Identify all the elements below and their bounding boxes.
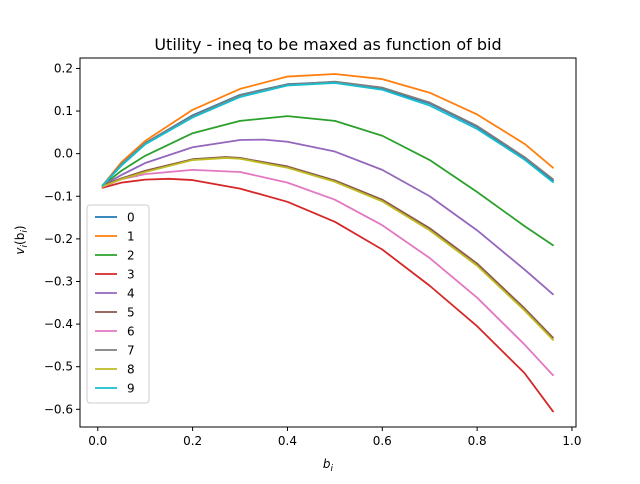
series-line-3 xyxy=(101,177,554,413)
series-layer xyxy=(101,73,554,413)
y-tick-label: 0.0 xyxy=(54,147,73,161)
x-tick-label: 0.6 xyxy=(373,434,392,448)
chart-title: Utility - ineq to be maxed as function o… xyxy=(154,35,501,54)
series-line-6 xyxy=(101,168,554,377)
legend-box xyxy=(86,204,150,404)
y-axis-label: vi(bi) xyxy=(13,225,30,254)
series-line-7 xyxy=(101,80,554,187)
series-line-5 xyxy=(101,156,554,339)
x-tick-label: 0.4 xyxy=(278,434,297,448)
legend-label-3: 3 xyxy=(127,268,135,282)
x-tick-label: 0.8 xyxy=(468,434,487,448)
legend-label-5: 5 xyxy=(127,306,135,320)
x-axis-label-main: b xyxy=(323,457,331,471)
legend-label-4: 4 xyxy=(127,287,135,301)
y-tick-label: −0.3 xyxy=(44,274,73,288)
y-axis-label-sub1: i xyxy=(20,244,30,247)
x-tick-label: 0.0 xyxy=(88,434,107,448)
legend-label-0: 0 xyxy=(127,211,135,225)
legend-label-6: 6 xyxy=(127,325,135,339)
legend-label-1: 1 xyxy=(127,230,135,244)
y-tick-label: 0.2 xyxy=(54,61,73,75)
y-axis-label-main: v xyxy=(13,247,27,255)
y-tick-label: −0.1 xyxy=(44,189,73,203)
y-tick-label: 0.1 xyxy=(54,104,73,118)
x-axis-label-sub: i xyxy=(331,464,334,474)
y-tick-label: −0.5 xyxy=(44,360,73,374)
y-tick-label: −0.4 xyxy=(44,317,73,331)
y-axis-label-sub2: i xyxy=(20,230,30,233)
series-line-4 xyxy=(101,138,554,296)
legend-label-2: 2 xyxy=(127,249,135,263)
y-axis-label-paren-open: (b xyxy=(13,233,27,245)
plot-frame xyxy=(79,57,577,428)
legend-label-8: 8 xyxy=(127,363,135,377)
series-line-8 xyxy=(101,157,554,341)
y-tick-label: −0.2 xyxy=(44,232,73,246)
x-tick-label: 0.2 xyxy=(183,434,202,448)
x-axis-label: bi xyxy=(323,457,334,474)
series-line-2 xyxy=(101,115,554,247)
legend-label-9: 9 xyxy=(127,382,135,396)
series-line-1 xyxy=(101,73,554,187)
y-axis-label-paren-close: ) xyxy=(13,225,27,230)
series-line-9 xyxy=(101,82,554,187)
y-tick-label: −0.6 xyxy=(44,402,73,416)
legend: 0 1 2 3 4 5 6 7 8 9 xyxy=(86,204,150,404)
legend-label-7: 7 xyxy=(127,344,135,358)
x-tick-label: 1.0 xyxy=(562,434,581,448)
axes-layer: 0.0 0.2 0.4 0.6 0.8 1.0 −0.6 −0.5 −0.4 −0.3 −0.2 −0… xyxy=(44,57,582,448)
